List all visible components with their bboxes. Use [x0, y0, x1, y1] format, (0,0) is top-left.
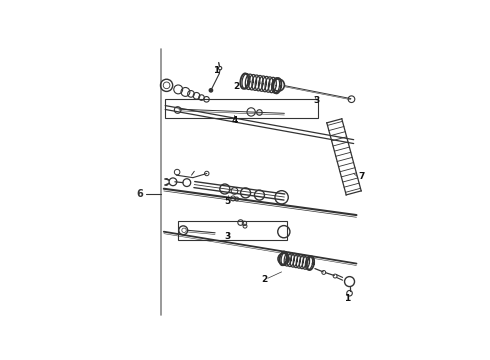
Text: 1: 1	[344, 294, 351, 303]
Text: 5: 5	[224, 197, 231, 206]
Text: 7: 7	[358, 172, 365, 181]
Text: 2: 2	[261, 275, 268, 284]
Text: 3: 3	[224, 232, 231, 241]
Text: 3: 3	[313, 96, 319, 105]
Text: 2: 2	[233, 82, 239, 91]
Circle shape	[209, 89, 213, 92]
Text: 6: 6	[137, 189, 144, 199]
Text: 1: 1	[213, 66, 220, 75]
Text: 4: 4	[231, 116, 238, 125]
